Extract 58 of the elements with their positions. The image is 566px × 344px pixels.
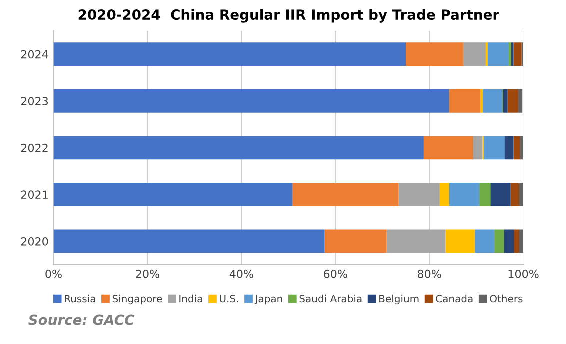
bar — [398, 183, 440, 206]
bar — [508, 89, 518, 113]
bar — [406, 42, 464, 66]
legend-label: Others — [490, 294, 523, 303]
bar — [54, 183, 292, 206]
legend-label: Russia — [65, 294, 96, 303]
y-tick-label: 2021 — [21, 190, 48, 200]
y-tick-label: 2023 — [21, 97, 48, 106]
bar — [490, 183, 511, 206]
bar — [488, 42, 509, 66]
legend-label: Saudi Arabia — [300, 294, 362, 303]
bar — [504, 136, 514, 160]
bar — [386, 230, 446, 254]
chart-title: 2020-2024 China Regular IIR Import by Trade Partner — [78, 9, 500, 23]
bar — [483, 89, 502, 113]
x-tick-label: 100% — [508, 270, 539, 278]
y-tick-label: 2022 — [21, 144, 48, 152]
bar — [463, 42, 486, 66]
legend-label: Belgium — [380, 294, 419, 305]
x-tick-label: 60% — [324, 270, 348, 278]
x-tick-label: 0% — [46, 270, 62, 278]
bar — [519, 230, 524, 254]
bar — [479, 183, 491, 206]
bar — [54, 230, 325, 254]
bar — [292, 183, 399, 206]
bar — [514, 230, 520, 254]
bar — [54, 89, 450, 113]
bar — [484, 136, 505, 160]
x-tick-label: 40% — [230, 270, 254, 278]
bar — [514, 136, 520, 160]
bar — [514, 42, 522, 66]
bar — [518, 89, 523, 113]
legend-label: Singapore — [112, 294, 162, 305]
bar — [424, 136, 474, 160]
bar — [504, 230, 514, 254]
bar — [510, 183, 520, 206]
bar — [449, 89, 481, 113]
legend-label: Japan — [254, 295, 282, 305]
bar — [440, 183, 450, 206]
source-note: Source: GACC — [28, 314, 135, 326]
bar — [446, 230, 476, 254]
bar — [324, 230, 387, 254]
legend-label: India — [180, 294, 202, 303]
bar — [54, 42, 406, 66]
legend-label: Canada — [436, 294, 473, 303]
bar — [475, 230, 494, 254]
legend-label: U.S. — [220, 295, 238, 303]
bar — [54, 136, 424, 160]
y-tick-label: 2020 — [21, 237, 48, 246]
y-tick-label: 2024 — [21, 50, 48, 59]
bar — [449, 183, 480, 206]
bar — [473, 136, 483, 160]
bar — [508, 42, 512, 66]
bar — [519, 183, 524, 206]
bar — [503, 89, 508, 113]
bar — [494, 230, 504, 254]
x-tick-label: 20% — [136, 270, 160, 278]
x-tick-label: 80% — [418, 270, 442, 278]
